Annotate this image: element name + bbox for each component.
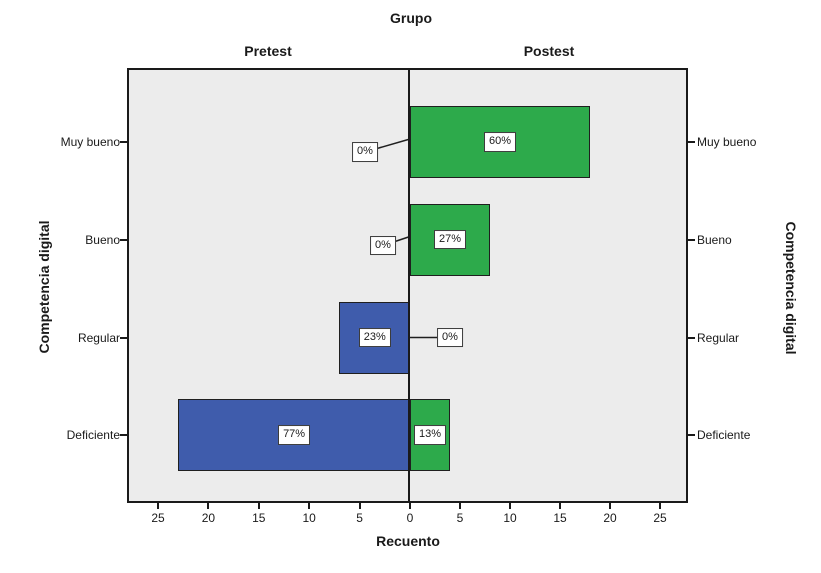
x-axis-tick (157, 503, 159, 509)
value-label-pretest-regular: 23% (358, 327, 391, 348)
category-label-left-regular: Regular (77, 330, 120, 345)
center-axis-line (408, 68, 410, 503)
x-axis-tick (358, 503, 361, 509)
x-axis-tick-label: 10 (302, 511, 316, 525)
category-tick-left (120, 238, 127, 241)
category-label-right-deficiente: Deficiente (697, 428, 751, 442)
x-axis-tick (609, 503, 611, 509)
panel-header-pretest: Pretest (244, 43, 292, 59)
category-label-right-bueno: Bueno (697, 232, 732, 247)
category-label-left-muy-bueno: Muy bueno (60, 135, 120, 149)
x-axis-tick (409, 503, 411, 509)
category-label-left-bueno: Bueno (85, 232, 120, 247)
value-label-pretest-bueno: 0% (370, 235, 396, 256)
x-axis-tick (509, 503, 511, 509)
value-label-pretest-deficiente: 77% (278, 425, 311, 445)
category-label-right-regular: Regular (697, 330, 740, 345)
x-axis-tick (559, 503, 561, 509)
category-label-left-deficiente: Deficiente (66, 428, 120, 442)
value-label-postest-deficiente: 13% (413, 425, 447, 445)
value-label-postest-muy-bueno: 60% (483, 132, 517, 152)
x-axis-tick-label: 5 (456, 511, 464, 525)
x-axis-tick-label: 15 (252, 511, 266, 525)
category-tick-left (120, 141, 127, 143)
category-tick-right (688, 141, 695, 143)
x-axis-label: Recuento (376, 533, 440, 549)
plot-area: 0% 0% 23% 77% 60% 27% 0% 13% (127, 68, 688, 503)
x-axis-tick (659, 503, 661, 509)
x-axis-tick-label: 20 (603, 511, 617, 525)
category-tick-right (688, 336, 695, 339)
category-label-right-muy-bueno: Muy bueno (697, 135, 757, 149)
x-axis-tick (459, 503, 461, 509)
x-axis-tick-label: 5 (356, 511, 363, 525)
panel-header-postest: Postest (523, 43, 575, 59)
x-axis-tick-label: 25 (653, 511, 667, 525)
x-axis-tick (257, 503, 260, 509)
category-tick-left (120, 434, 127, 436)
category-tick-right (688, 434, 695, 436)
x-axis-tick-label: 10 (503, 511, 517, 525)
value-label-pretest-muy-bueno: 0% (352, 142, 378, 162)
chart-title: Grupo (390, 10, 432, 26)
value-label-postest-regular: 0% (437, 327, 463, 348)
value-label-postest-bueno: 27% (433, 229, 467, 250)
x-axis-tick (308, 503, 311, 509)
x-axis-tick-label: 15 (553, 511, 567, 525)
category-tick-right (688, 238, 695, 241)
x-axis-tick (207, 503, 210, 509)
x-axis-tick-label: 25 (151, 511, 165, 525)
category-tick-left (120, 336, 127, 339)
x-axis-tick-label: 0 (406, 511, 414, 525)
x-axis-tick-label: 20 (201, 511, 216, 525)
